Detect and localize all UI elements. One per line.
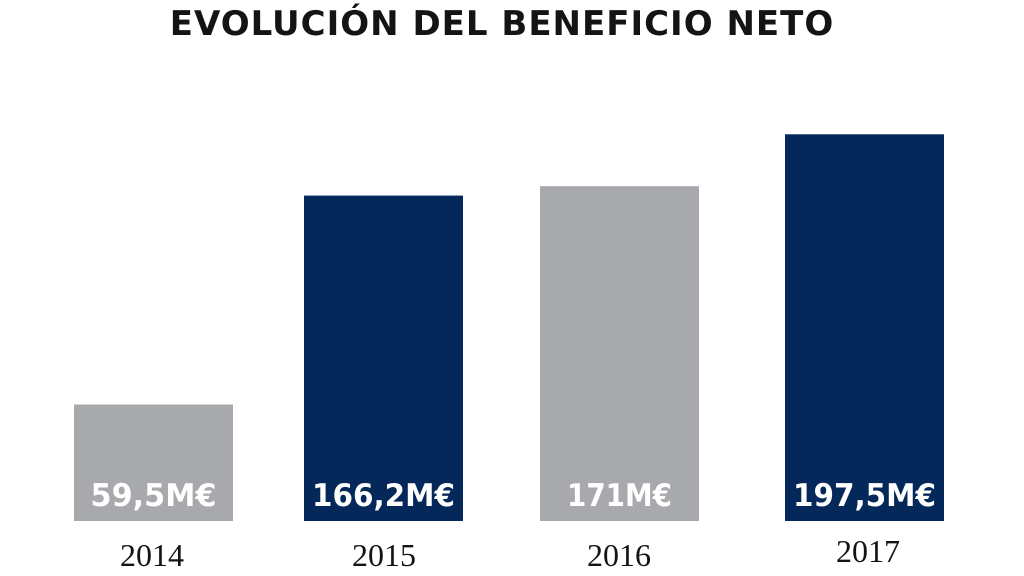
bar-2017 — [785, 134, 944, 522]
bar-2014 — [74, 404, 233, 521]
data-label-2015: 166,2M€ — [312, 478, 455, 514]
x-tick-label-2014: 2014 — [120, 537, 184, 573]
x-tick-label-2015: 2015 — [352, 537, 416, 573]
chart-title: EVOLUCIÓN DEL BENEFICIO NETO — [169, 4, 835, 44]
x-tick-label-2016: 2016 — [587, 537, 651, 573]
bar-2015 — [304, 195, 463, 522]
data-label-2017: 197,5M€ — [793, 478, 936, 514]
x-tick-label-2017: 2017 — [836, 533, 900, 569]
data-label-2016: 171M€ — [567, 478, 672, 514]
data-label-2014: 59,5M€ — [91, 478, 217, 514]
bar-2016 — [540, 186, 699, 521]
